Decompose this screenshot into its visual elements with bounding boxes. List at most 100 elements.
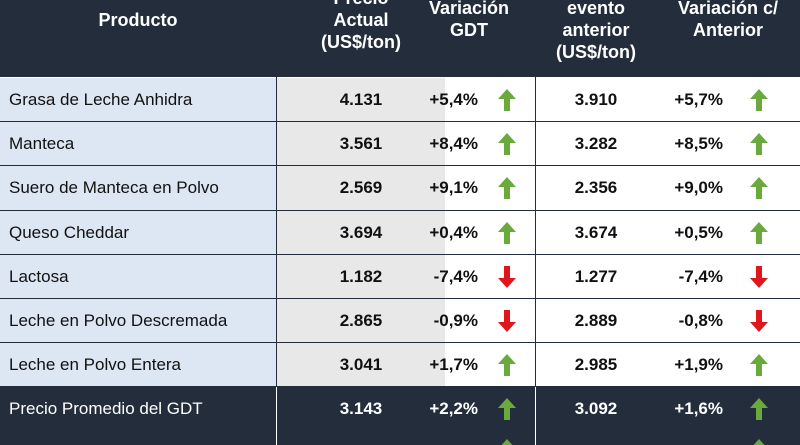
footer-row: Precio Promedio del GDT 3.143 +2,2% 3.09…: [0, 387, 800, 431]
variation-prev-arrow: [741, 211, 777, 255]
variation-prev-cell-bg: [656, 343, 800, 388]
previous-price: 2.985: [536, 343, 656, 388]
product-name: Leche en Polvo Descremada: [0, 299, 276, 343]
arrow-up-icon: [498, 398, 516, 420]
product-name: Lactosa: [0, 254, 276, 299]
variation-prev-cell-bg: [656, 122, 800, 167]
variation-cell-bg: [445, 254, 535, 299]
header-previous-price: evento anterior (US$/ton): [536, 0, 656, 77]
variation-cell-bg: [445, 78, 535, 122]
footer-variation-prev-arrow: [741, 387, 777, 431]
arrow-up-icon: [498, 354, 516, 377]
current-price: 3.041: [277, 343, 445, 388]
row-divider: [0, 209, 800, 211]
variation-gdt: -0,9%: [433, 311, 478, 330]
variation-prev: +8,5%: [674, 134, 723, 154]
variation-prev: +5,7%: [674, 90, 723, 109]
row-divider: [0, 121, 800, 123]
current-price: 1.182: [277, 254, 445, 299]
arrow-up-icon: [750, 221, 768, 244]
arrow-down-icon: [498, 265, 516, 288]
variation-gdt-arrow: [489, 166, 525, 210]
header-variation-prev-line: Anterior: [692, 20, 763, 40]
row-divider: [0, 386, 800, 388]
variation-cell-bg: [445, 122, 535, 167]
footer-divider: [276, 387, 277, 445]
variation-gdt: +9,1%: [429, 178, 478, 198]
variation-prev: +1,9%: [674, 355, 723, 375]
arrow-up-icon: [501, 439, 513, 445]
row-divider: [0, 298, 800, 299]
arrow-down-icon: [498, 310, 516, 332]
current-price: 2.569: [277, 166, 445, 211]
row-divider: [0, 253, 800, 255]
variation-prev: -0,8%: [678, 311, 723, 330]
column-divider: [276, 77, 277, 387]
table-row: Queso Cheddar 3.694 +0,4% 3.674 +0,5%: [0, 210, 800, 255]
header-variation-prev: Variación c/ Anterior: [656, 0, 800, 77]
header-previous-price-line: evento: [566, 0, 626, 18]
product-name: Grasa de Leche Anhidra: [0, 78, 276, 122]
variation-gdt: +1,7%: [429, 355, 478, 375]
variation-prev-cell-bg: [656, 78, 800, 122]
variation-prev-cell-bg: [656, 254, 800, 299]
product-name: Queso Cheddar: [0, 210, 276, 255]
table-row: Grasa de Leche Anhidra 4.131 +5,4% 3.910 +5,…: [0, 78, 800, 122]
table-footer: Precio Promedio del GDT 3.143 +2,2% 3.09…: [0, 387, 800, 445]
variation-gdt: +5,4%: [429, 90, 478, 109]
arrow-up-icon: [498, 177, 516, 200]
header-variation-prev-line: Variación c/: [677, 0, 779, 18]
variation-prev-cell-bg: [656, 299, 800, 343]
arrow-up-icon: [753, 439, 765, 445]
footer-variation: +2,2%: [429, 399, 478, 418]
header-variation-gdt: Variación GDT: [403, 0, 535, 77]
previous-price: 2.356: [536, 166, 656, 211]
variation-prev: +9,0%: [674, 178, 723, 198]
table-row: Leche en Polvo Descremada 2.865 -0,9% 2.889…: [0, 299, 800, 343]
variation-gdt-arrow: [489, 299, 525, 343]
table-row: Suero de Manteca en Polvo 2.569 +9,1% 2.356…: [0, 166, 800, 211]
variation-cell-bg: [445, 166, 535, 211]
variation-prev-arrow: [741, 299, 777, 343]
header-current-price-line: Precio: [277, 0, 445, 9]
table-row: Leche en Polvo Entera 3.041 +1,7% 2.985 +1,9…: [0, 343, 800, 388]
header-current-price-line: Actual: [333, 10, 389, 30]
header-current-price: Precio Actual (US$/ton): [277, 0, 445, 77]
variation-prev-arrow: [741, 343, 777, 387]
variation-gdt-arrow: [489, 122, 525, 166]
variation-gdt-arrow: [489, 78, 525, 122]
footer-divider: [535, 387, 536, 445]
product-name: Leche en Polvo Entera: [0, 343, 276, 388]
variation-prev-arrow: [741, 166, 777, 210]
variation-prev-arrow: [741, 255, 777, 299]
arrow-up-icon: [750, 133, 768, 156]
arrow-up-icon: [498, 89, 516, 111]
arrow-up-icon: [498, 133, 516, 156]
header-product: Producto: [0, 0, 276, 77]
arrow-down-icon: [750, 310, 768, 332]
current-price: 3.561: [277, 122, 445, 167]
footer-product: Precio Promedio del GDT: [9, 399, 203, 418]
footer-variation-prev: +1,6%: [674, 399, 723, 418]
variation-cell-bg: [445, 210, 535, 255]
arrow-up-icon: [750, 177, 768, 200]
previous-price: 3.674: [536, 210, 656, 255]
previous-price: 3.282: [536, 122, 656, 167]
header-variation-gdt-line: GDT: [450, 20, 488, 40]
header-current-price-line: (US$/ton): [321, 32, 401, 52]
table-row: Manteca 3.561 +8,4% 3.282 +8,5%: [0, 122, 800, 167]
footer-variation-arrow: [489, 387, 525, 431]
variation-gdt-arrow: [489, 343, 525, 387]
variation-cell-bg: [445, 343, 535, 388]
variation-gdt: +8,4%: [429, 134, 478, 154]
variation-gdt: +0,4%: [429, 222, 478, 242]
variation-prev-arrow: [741, 122, 777, 166]
arrow-up-icon: [750, 398, 768, 420]
arrow-up-icon: [498, 221, 516, 244]
product-name: Manteca: [0, 122, 276, 167]
row-divider: [0, 342, 800, 344]
previous-price: 1.277: [536, 254, 656, 299]
current-price: 4.131: [277, 78, 445, 122]
current-price: 3.694: [277, 210, 445, 255]
